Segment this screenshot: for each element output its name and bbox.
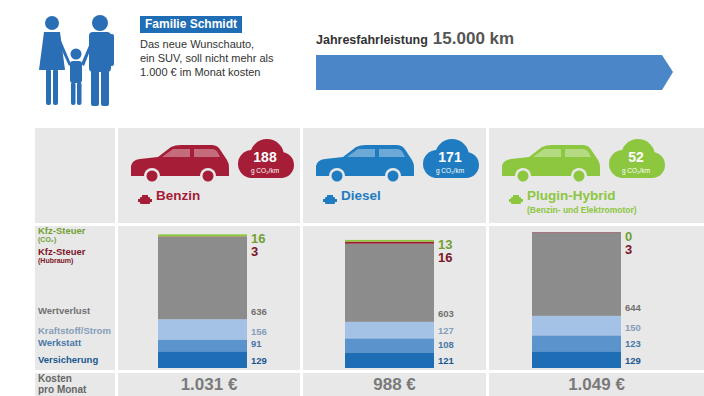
svg-text:127: 127	[438, 325, 454, 336]
svg-text:g CO₂/km: g CO₂/km	[251, 167, 279, 175]
html-text:Plugin-Hybrid: Plugin-Hybrid	[527, 188, 616, 203]
svg-text:150: 150	[625, 322, 641, 333]
html-text:1.000 € im Monat kosten: 1.000 € im Monat kosten	[140, 66, 261, 78]
svg-text:3: 3	[251, 244, 258, 259]
html-text:1.049 €: 1.049 €	[568, 375, 625, 394]
html-text:Kfz-Steuer: Kfz-Steuer	[38, 225, 86, 236]
svg-text:0: 0	[625, 229, 632, 244]
svg-text:108: 108	[438, 339, 454, 350]
svg-text:g CO₂/km: g CO₂/km	[622, 167, 650, 175]
svg-text:13: 13	[438, 237, 452, 252]
html-text:Versicherung: Versicherung	[38, 354, 99, 365]
svg-text:129: 129	[251, 355, 267, 366]
svg-text:52: 52	[628, 149, 644, 165]
html-text:Kfz-Steuer: Kfz-Steuer	[38, 246, 86, 257]
html-text:(Benzin- und Elektromotor): (Benzin- und Elektromotor)	[527, 205, 637, 215]
svg-text:636: 636	[251, 306, 267, 317]
html-text:988 €: 988 €	[373, 375, 416, 394]
html-text:Das neue Wunschauto,: Das neue Wunschauto,	[140, 38, 255, 50]
svg-text:188: 188	[253, 149, 277, 165]
svg-text:123: 123	[625, 338, 641, 349]
html-text:Familie Schmidt: Familie Schmidt	[145, 17, 237, 31]
html-text:1.031 €: 1.031 €	[180, 375, 238, 394]
svg-text:3: 3	[625, 242, 632, 257]
html-text:Benzin: Benzin	[156, 188, 201, 203]
svg-text:16: 16	[251, 231, 265, 246]
svg-text:156: 156	[251, 326, 267, 337]
svg-text:121: 121	[438, 355, 455, 366]
html-text:Kosten pro Monat: Kosten pro Monat	[38, 373, 87, 395]
html-text:Diesel: Diesel	[341, 188, 381, 203]
html-text:(Hubraum): (Hubraum)	[38, 257, 74, 264]
html-text:Werkstatt: Werkstatt	[38, 337, 82, 349]
svg-text:g CO₂/km: g CO₂/km	[436, 167, 464, 175]
html-text:Kraftstoff/Strom: Kraftstoff/Strom	[38, 325, 111, 337]
svg-text:644: 644	[625, 302, 642, 313]
svg-text:91: 91	[251, 338, 262, 349]
svg-text:16: 16	[438, 250, 452, 265]
html-text:ein SUV, soll nicht mehr als: ein SUV, soll nicht mehr als	[140, 52, 274, 64]
svg-text:603: 603	[438, 308, 454, 319]
html-text:Wertverlust: Wertverlust	[38, 305, 91, 317]
html-text:(CO₂): (CO₂)	[38, 236, 57, 243]
html-text:Jahresfahrleistung 15.000 km: Jahresfahrleistung 15.000 km	[316, 29, 515, 48]
svg-text:129: 129	[625, 355, 641, 366]
svg-text:171: 171	[438, 149, 462, 165]
